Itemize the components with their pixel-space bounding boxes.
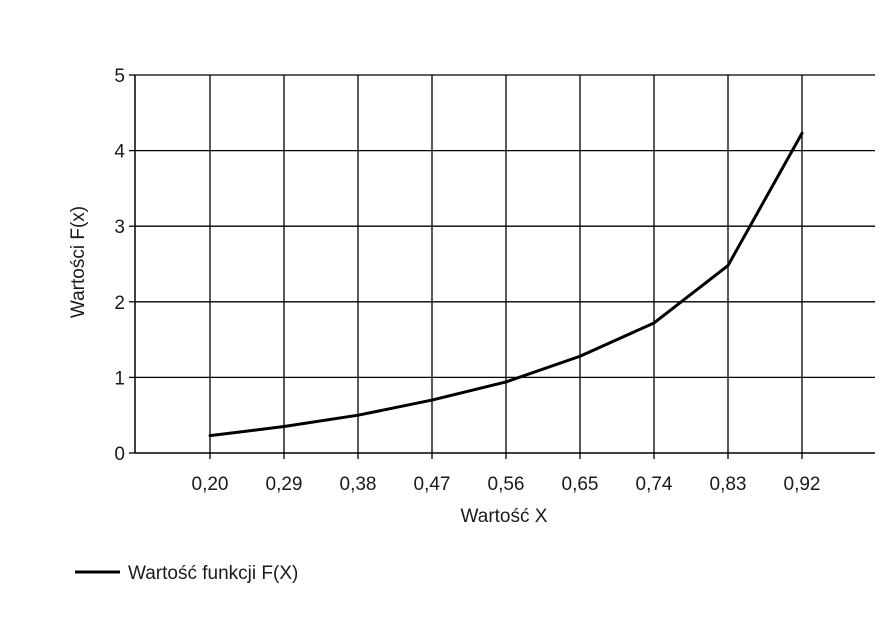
x-tick-label: 0,74: [636, 474, 673, 495]
y-tick-label: 0: [114, 444, 125, 465]
y-axis-title: Wartości F(x): [68, 206, 89, 318]
series: [208, 131, 804, 438]
x-tick-label: 0,29: [266, 474, 303, 495]
legend: Wartość funkcji F(X): [75, 563, 298, 584]
x-tick-label: 0,65: [562, 474, 599, 495]
x-tick-label: 0,83: [710, 474, 747, 495]
legend-label: Wartość funkcji F(X): [128, 563, 298, 584]
y-tick-label: 4: [114, 142, 125, 163]
x-tick-label: 0,47: [414, 474, 451, 495]
axes: [129, 74, 875, 459]
y-tick-label: 1: [114, 368, 125, 389]
series-line: [208, 131, 804, 438]
x-tick-label: 0,20: [192, 474, 229, 495]
x-axis-title: Wartość X: [461, 506, 548, 527]
x-tick-label: 0,92: [784, 474, 821, 495]
y-tick-label: 3: [114, 217, 125, 238]
y-tick-label: 5: [114, 66, 125, 87]
tick-labels: 0 1 2 3 4 5 0,20 0,29 0,38 0,47 0,56 0,65 0,74 0,83 0,…: [114, 66, 820, 495]
grid: [135, 74, 875, 453]
x-tick-label: 0,38: [340, 474, 377, 495]
y-tick-label: 2: [114, 293, 125, 314]
x-tick-label: 0,56: [488, 474, 525, 495]
